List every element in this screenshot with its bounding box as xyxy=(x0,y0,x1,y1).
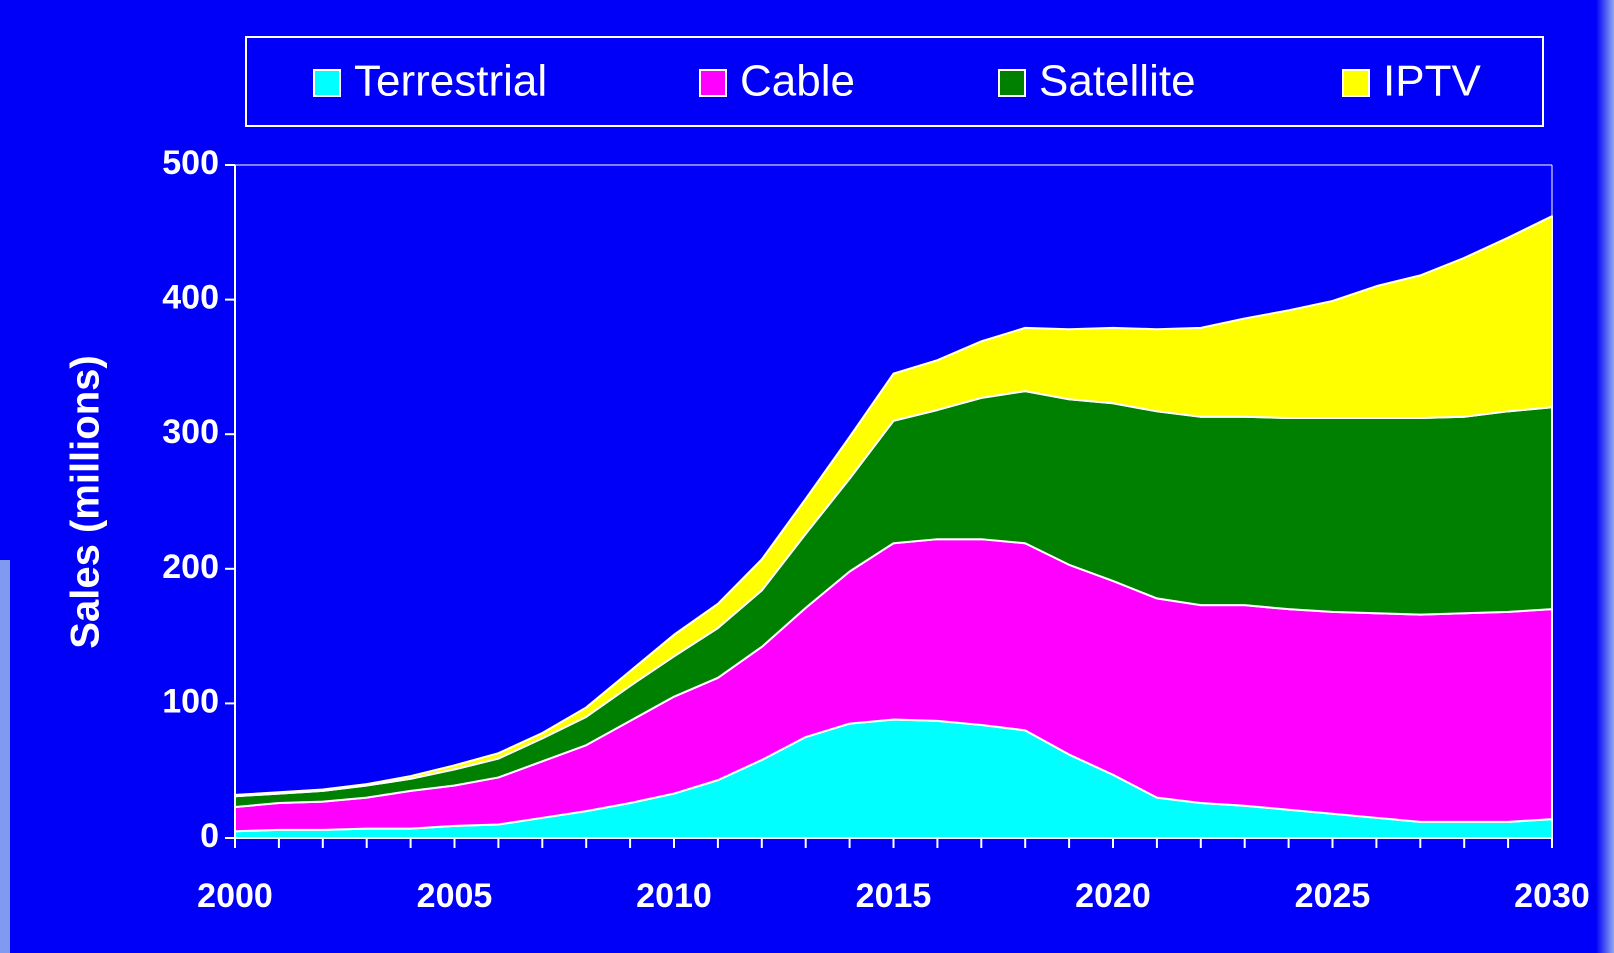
x-tick-label: 2015 xyxy=(856,877,932,915)
legend-label: Satellite xyxy=(1039,57,1196,106)
legend-swatch xyxy=(998,69,1026,97)
y-tick-label: 100 xyxy=(162,682,219,720)
y-tick-label: 500 xyxy=(162,144,219,182)
y-tick-label: 400 xyxy=(162,279,219,317)
edge-strip xyxy=(1596,0,1614,953)
x-tick-label: 2025 xyxy=(1295,877,1371,915)
y-tick-label: 300 xyxy=(162,413,219,451)
x-tick-label: 2020 xyxy=(1075,877,1151,915)
y-tick-label: 0 xyxy=(200,817,219,855)
y-axis-title: Sales (millions) xyxy=(64,355,108,648)
legend-swatch xyxy=(313,69,341,97)
legend-swatch xyxy=(1342,69,1370,97)
x-tick-label: 2030 xyxy=(1514,877,1590,915)
edge-strip xyxy=(0,560,10,953)
legend-label: Cable xyxy=(740,57,855,106)
x-tick-label: 2010 xyxy=(636,877,712,915)
legend-swatch xyxy=(699,69,727,97)
legend-label: IPTV xyxy=(1383,57,1481,106)
legend-box xyxy=(245,36,1544,127)
x-tick-label: 2005 xyxy=(417,877,493,915)
y-tick-label: 200 xyxy=(162,548,219,586)
x-tick-label: 2000 xyxy=(197,877,273,915)
legend-label: Terrestrial xyxy=(354,57,547,106)
